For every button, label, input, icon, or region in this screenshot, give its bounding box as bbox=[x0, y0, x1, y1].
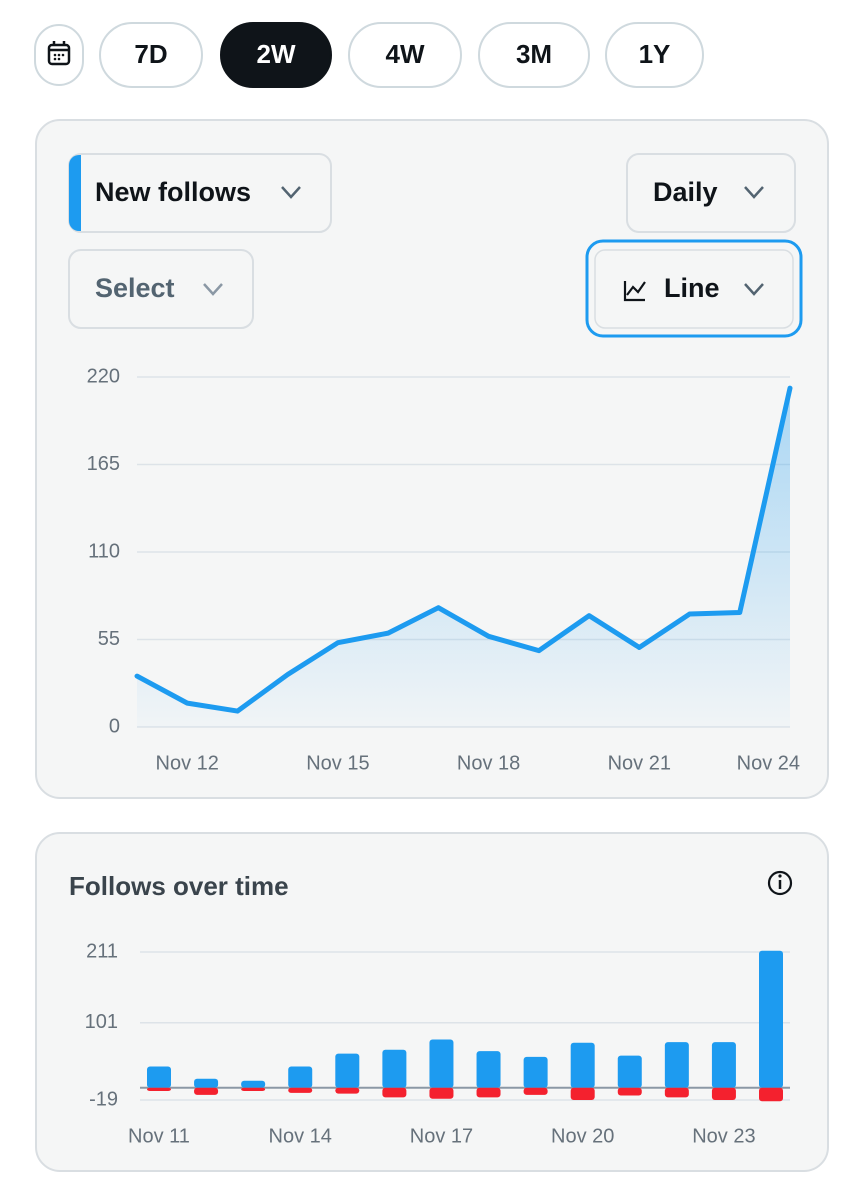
bar bbox=[759, 1087, 783, 1102]
button-label: 4W bbox=[386, 39, 425, 69]
bar bbox=[476, 1087, 501, 1098]
x-tick-label: Nov 15 bbox=[306, 752, 369, 774]
bar bbox=[241, 1080, 266, 1088]
compare-dropdown[interactable]: Select bbox=[68, 249, 254, 329]
chart-title: Follows over time bbox=[69, 871, 289, 901]
button-bg bbox=[348, 22, 462, 88]
bar bbox=[147, 1066, 171, 1088]
dropdown-label: New follows bbox=[95, 177, 251, 207]
bar bbox=[570, 1087, 595, 1100]
button-bg bbox=[605, 22, 704, 88]
bar bbox=[382, 1049, 407, 1088]
bar bbox=[664, 1087, 689, 1098]
button-label: 2W bbox=[257, 39, 296, 69]
x-tick-label: Nov 11 bbox=[128, 1125, 190, 1147]
y-tick-label: -19 bbox=[89, 1088, 118, 1110]
y-tick-label: 55 bbox=[98, 628, 120, 650]
bar bbox=[194, 1078, 219, 1088]
button-bg bbox=[220, 22, 332, 88]
range-button[interactable]: 2W bbox=[220, 22, 332, 88]
bar bbox=[617, 1087, 642, 1096]
bar bbox=[476, 1051, 501, 1088]
button-label: 3M bbox=[516, 39, 552, 69]
info-icon[interactable] bbox=[767, 870, 793, 896]
metric-dropdown[interactable]: New follows bbox=[68, 153, 332, 233]
line bbox=[134, 385, 793, 714]
bar bbox=[711, 1087, 736, 1100]
button-label: 1Y bbox=[639, 39, 671, 69]
x-tick-label: Nov 17 bbox=[410, 1125, 473, 1147]
y-tick-label: 110 bbox=[88, 540, 120, 562]
x-tick-label: Nov 20 bbox=[551, 1125, 614, 1147]
dropdown-label: Line bbox=[664, 273, 720, 303]
bar bbox=[429, 1039, 454, 1088]
interval-dropdown[interactable]: Daily bbox=[626, 153, 796, 233]
x-tick-label: Nov 12 bbox=[156, 752, 219, 774]
chart-style-dropdown[interactable]: Line bbox=[585, 239, 803, 338]
bar bbox=[711, 1042, 736, 1088]
bar bbox=[523, 1056, 548, 1088]
bar bbox=[617, 1055, 642, 1088]
y-tick-label: 211 bbox=[86, 940, 118, 962]
y-tick-label: 220 bbox=[87, 365, 120, 387]
x-tick-label: Nov 14 bbox=[269, 1125, 332, 1147]
bar bbox=[288, 1066, 313, 1088]
button-bg bbox=[99, 22, 203, 88]
x-tick-label: Nov 23 bbox=[692, 1125, 755, 1147]
y-tick-label: 165 bbox=[87, 453, 120, 475]
bar bbox=[194, 1087, 219, 1095]
range-buttons: 7D 2W 4W 3M 1Y bbox=[99, 22, 704, 88]
bar bbox=[241, 1087, 266, 1091]
button-bg bbox=[478, 22, 590, 88]
dropdown-label: Select bbox=[95, 273, 175, 303]
dropdown-label: Daily bbox=[653, 177, 718, 207]
bar bbox=[335, 1053, 360, 1088]
bar bbox=[382, 1087, 407, 1098]
x-tick-label: Nov 21 bbox=[608, 752, 671, 774]
y-tick-label: 0 bbox=[109, 715, 120, 737]
bar bbox=[429, 1087, 454, 1099]
range-button[interactable]: 1Y bbox=[605, 22, 704, 88]
bar bbox=[570, 1042, 595, 1088]
bar bbox=[147, 1087, 171, 1091]
x-tick-label: Nov 18 bbox=[457, 752, 520, 774]
y-tick-label: 101 bbox=[85, 1011, 118, 1033]
range-button[interactable]: 4W bbox=[348, 22, 462, 88]
button-label: 7D bbox=[134, 39, 167, 69]
bar bbox=[335, 1087, 360, 1094]
range-button[interactable]: 3M bbox=[478, 22, 590, 88]
bar bbox=[759, 950, 783, 1088]
bar bbox=[523, 1087, 548, 1095]
x-tick-label: Nov 24 bbox=[737, 752, 800, 774]
bar bbox=[664, 1042, 689, 1088]
calendar-button[interactable] bbox=[34, 24, 84, 86]
bar bbox=[288, 1087, 313, 1093]
range-button[interactable]: 7D bbox=[99, 22, 203, 88]
